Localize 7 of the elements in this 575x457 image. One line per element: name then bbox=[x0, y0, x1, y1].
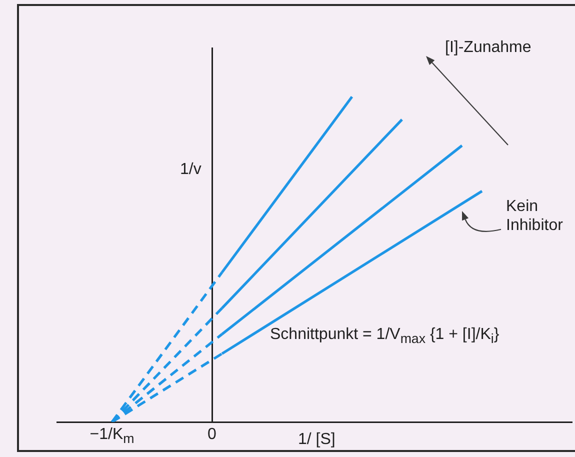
text: [I]-Zunahme bbox=[445, 38, 532, 58]
annotation: Schnittpunkt = 1/V$_{max}$ {1 + [I]/K$_{i}$} bbox=[270, 325, 500, 348]
y-axis-title: 1/v bbox=[180, 160, 202, 180]
annotation: Kein Inhibitor bbox=[506, 197, 564, 236]
x-tick-label: −1/K$_{m}$ bbox=[90, 425, 134, 448]
x-axis-title: 1/ [S] bbox=[298, 430, 336, 450]
x-tick-label: 0 bbox=[208, 425, 216, 444]
